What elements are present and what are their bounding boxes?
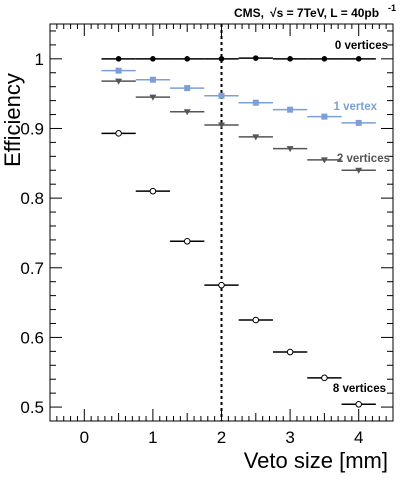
data-point [149,187,157,195]
x-tick-label: 4 [354,428,363,447]
data-point [252,99,259,106]
data-point [286,348,294,356]
y-tick-label: 0.5 [20,398,44,417]
data-point [355,167,363,174]
series-label-3: 8 vertices [333,383,386,395]
data-point [321,374,328,382]
series-2 [101,78,376,174]
data-point [321,56,328,62]
series-1 [101,67,376,126]
x-tick-label: 3 [285,428,294,447]
data-point [355,56,362,62]
data-point [218,281,225,289]
data-point [253,55,259,61]
y-tick-label: 1 [35,50,44,69]
y-tick-label: 0.9 [20,119,44,138]
y-tick-label: 0.7 [20,259,44,278]
data-point [150,56,156,62]
x-tick-label: 2 [217,428,226,447]
x-tick-label: 0 [80,428,89,447]
data-point [149,76,156,83]
y-axis-title: Efficiency [0,73,25,167]
data-point [321,113,328,120]
data-point [355,400,363,408]
data-point [252,316,260,324]
series-label-0: 0 vertices [335,40,388,52]
data-point [183,238,191,245]
series-label-2: 2 vertices [337,153,390,165]
data-point [287,56,293,62]
data-point [115,56,122,62]
data-point [286,146,294,153]
data-point [184,56,190,62]
y-tick-label: 0.6 [20,328,44,347]
header-energy: √s = 7TeV, L = 40pb [270,6,379,20]
data-point [287,106,294,113]
x-axis-title: Veto size [mm] [244,448,388,473]
header-energy-superscript: -1 [388,3,396,13]
data-point [149,94,157,101]
header-experiment: CMS, [234,6,264,20]
series-0 [101,55,376,62]
plot-area: 0 1 2 3 4 0.5 0.6 0.7 0.8 0.9 1 0 vertices 1 vertex 2… [20,23,394,447]
data-point [355,119,362,126]
data-point [184,85,191,92]
data-point [218,122,225,129]
data-point [115,78,123,85]
series-3 [101,130,376,408]
data-point [320,157,328,164]
data-point [115,130,122,137]
y-tick-label: 0.8 [20,189,44,208]
x-tick-label: 1 [148,428,157,447]
series-label-1: 1 vertex [334,101,378,113]
data-point [218,92,225,99]
data-point [183,109,191,116]
data-point [218,56,225,62]
data-point [252,134,260,141]
data-point [115,67,122,74]
